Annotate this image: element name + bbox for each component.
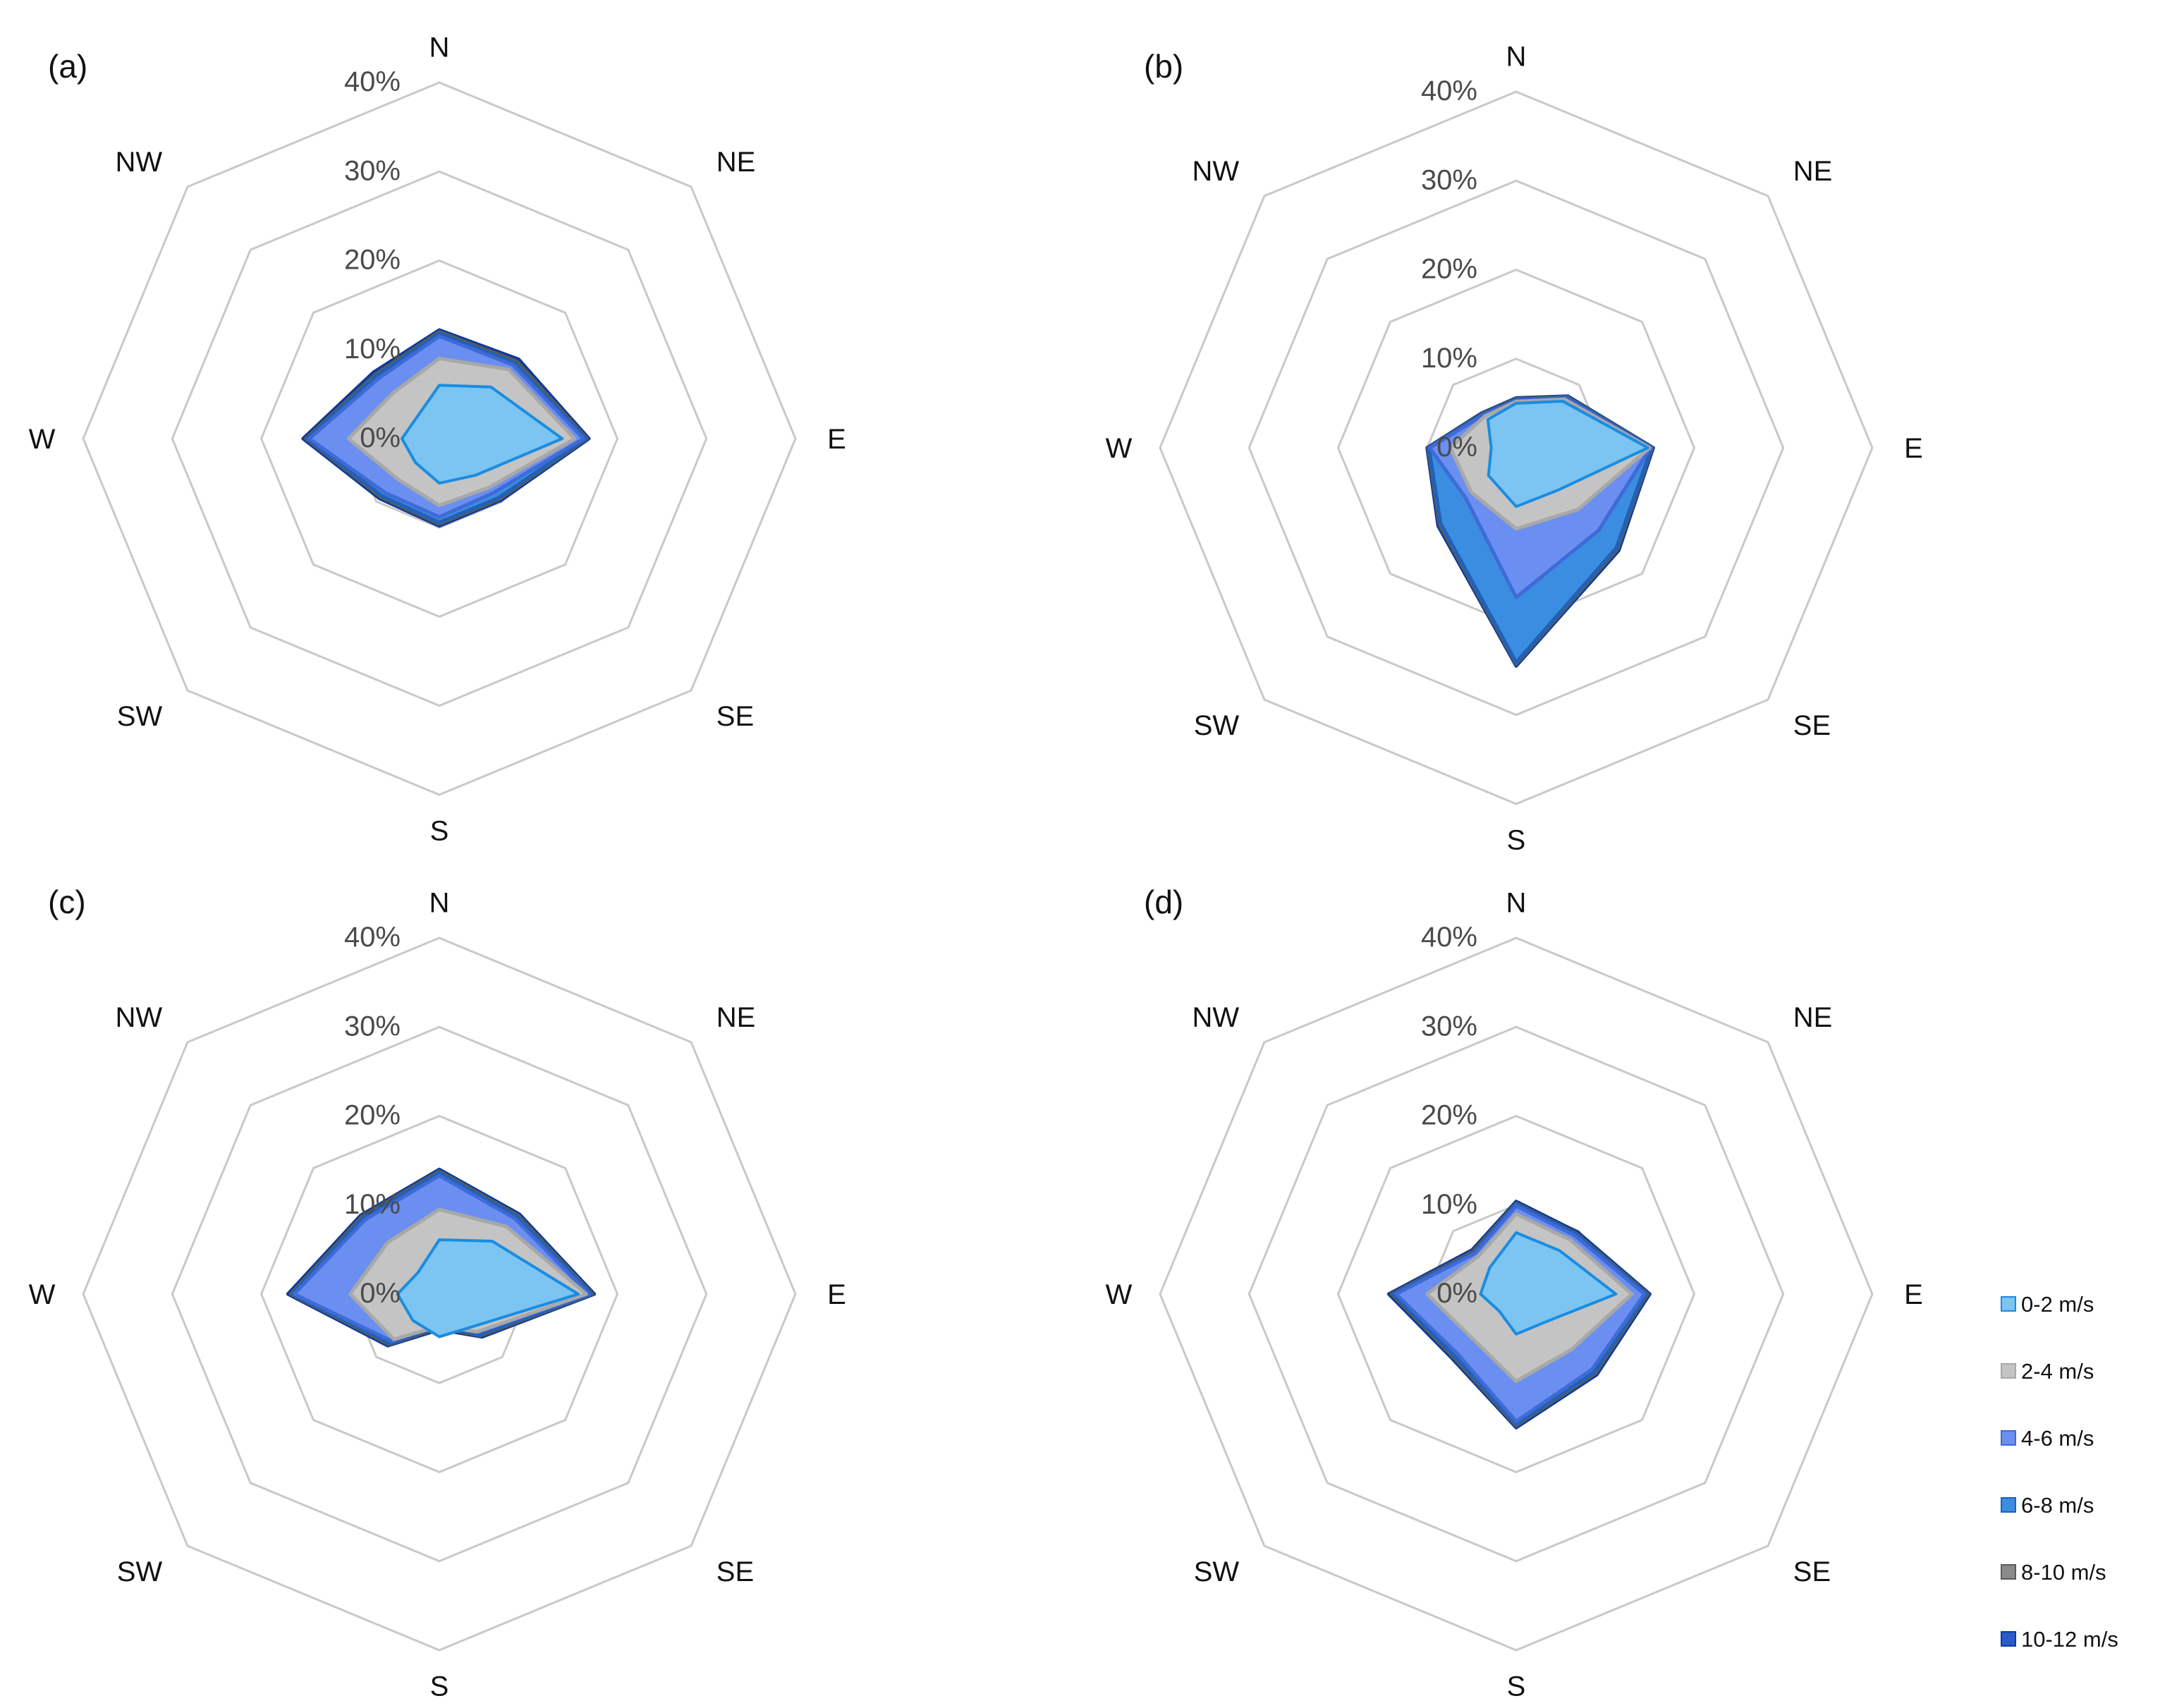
grid-ring-20pct (260, 1114, 619, 1474)
direction-label-w: W (1106, 433, 1133, 464)
direction-label-e: E (1904, 1279, 1923, 1310)
direction-label-e: E (1904, 433, 1923, 464)
panel-label-d: (d) (1144, 884, 1183, 920)
direction-label-nw: NW (1192, 156, 1240, 187)
direction-label-ne: NE (716, 1002, 756, 1033)
panel-label-b: (b) (1144, 48, 1183, 85)
tick-label-10pct: 10% (1421, 343, 1477, 374)
series-0-2-m-s (1486, 399, 1649, 508)
direction-label-w: W (29, 424, 56, 455)
tick-label-20pct: 20% (344, 1100, 401, 1131)
series-0-2-m-s (400, 384, 564, 485)
direction-label-ne: NE (716, 147, 756, 178)
direction-label-e: E (827, 1279, 846, 1310)
legend-swatch (2001, 1363, 2016, 1379)
direction-label-sw: SW (117, 1556, 163, 1587)
direction-label-ne: NE (1793, 156, 1833, 187)
legend: 0-2 m/s 2-4 m/s 4-6 m/s 6-8 m/s 8-10 m/s 10-1… (2001, 1292, 2118, 1652)
series-0-2-m-s (1479, 1231, 1618, 1336)
legend-swatch (2001, 1631, 2016, 1647)
tick-label-40pct: 40% (1421, 75, 1477, 106)
tick-label-30pct: 30% (1421, 164, 1477, 195)
grid-ring-40pct (82, 937, 797, 1652)
grid-ring-40pct (1159, 937, 1874, 1652)
direction-label-sw: SW (1194, 710, 1240, 741)
direction-label-nw: NW (116, 147, 163, 178)
direction-label-s: S (430, 1671, 449, 1702)
grid-ring-20pct (1336, 1114, 1696, 1474)
legend-label: 8-10 m/s (2021, 1560, 2106, 1585)
legend-swatch (2001, 1564, 2016, 1580)
grid-ring-30pct (1247, 179, 1785, 716)
legend-item-2-4-m-s: 2-4 m/s (2001, 1359, 2094, 1384)
radar-panel-d: 0% 10% 20% 30% 40% N NE E SE S SW W NW (d) (1106, 884, 1923, 1702)
direction-label-n: N (1506, 42, 1527, 73)
tick-label-0pct: 0% (360, 1278, 401, 1309)
grid-ring-40pct (82, 81, 797, 796)
radar-panel-c: 0% 10% 20% 30% 40% N NE E SE S SW W NW (c) (29, 884, 846, 1702)
tick-label-20pct: 20% (1421, 1100, 1477, 1131)
grid-ring-20pct (260, 259, 619, 618)
direction-label-sw: SW (1194, 1556, 1240, 1587)
tick-label-10pct: 10% (344, 334, 401, 365)
grid-ring-30pct (1247, 1025, 1785, 1563)
tick-label-30pct: 30% (344, 155, 401, 186)
direction-label-se: SE (1793, 1556, 1831, 1587)
legend-item-8-10-m-s: 8-10 m/s (2001, 1560, 2106, 1585)
direction-label-s: S (1507, 825, 1526, 856)
series-0-2-m-s (396, 1238, 580, 1338)
tick-label-30pct: 30% (344, 1011, 401, 1042)
legend-label: 6-8 m/s (2021, 1493, 2094, 1518)
legend-label: 4-6 m/s (2021, 1426, 2094, 1451)
legend-item-6-8-m-s: 6-8 m/s (2001, 1493, 2094, 1518)
direction-label-se: SE (716, 701, 754, 732)
direction-label-se: SE (1793, 710, 1831, 741)
radar-panel-a: 0% 10% 20% 30% 40% N NE E SE S SW W NW (a) (29, 32, 846, 847)
legend-item-10-12-m-s: 10-12 m/s (2001, 1627, 2118, 1652)
legend-label: 10-12 m/s (2021, 1627, 2118, 1652)
direction-label-nw: NW (1192, 1002, 1240, 1033)
grid-ring-30pct (171, 1025, 708, 1563)
tick-label-40pct: 40% (344, 922, 401, 953)
direction-label-w: W (29, 1279, 56, 1310)
radar-panel-b: 0% 10% 20% 30% 40% N NE E SE S SW W NW (b) (1106, 42, 1923, 856)
tick-label-30pct: 30% (1421, 1011, 1477, 1042)
legend-label: 0-2 m/s (2021, 1292, 2094, 1317)
direction-label-ne: NE (1793, 1002, 1833, 1033)
direction-label-n: N (429, 888, 450, 919)
panel-label-c: (c) (48, 884, 86, 920)
direction-label-sw: SW (117, 701, 163, 732)
tick-label-20pct: 20% (1421, 254, 1477, 285)
panel-label-a: (a) (48, 48, 87, 85)
direction-label-s: S (1507, 1671, 1526, 1702)
direction-label-n: N (429, 32, 450, 63)
radar-panels: 0%10%20%30%40%NNEESESSWWNW(a)0%10%20%30%… (29, 32, 1923, 1702)
tick-label-40pct: 40% (1421, 922, 1477, 953)
tick-label-0pct: 0% (1436, 1278, 1477, 1309)
tick-label-10pct: 10% (344, 1189, 401, 1220)
tick-label-0pct: 0% (360, 422, 401, 453)
tick-label-20pct: 20% (344, 245, 401, 276)
direction-label-nw: NW (116, 1002, 163, 1033)
legend-swatch (2001, 1296, 2016, 1312)
legend-label: 2-4 m/s (2021, 1359, 2094, 1384)
direction-label-e: E (827, 424, 846, 455)
legend-swatch (2001, 1430, 2016, 1446)
grid-ring-30pct (171, 170, 708, 707)
tick-label-40pct: 40% (344, 66, 401, 97)
direction-label-w: W (1106, 1279, 1133, 1310)
direction-label-n: N (1506, 888, 1527, 919)
legend-item-0-2-m-s: 0-2 m/s (2001, 1292, 2094, 1317)
direction-label-se: SE (716, 1556, 754, 1587)
legend-item-4-6-m-s: 4-6 m/s (2001, 1426, 2094, 1451)
grid-ring-40pct (1159, 90, 1874, 805)
legend-swatch (2001, 1497, 2016, 1513)
tick-label-10pct: 10% (1421, 1189, 1477, 1220)
tick-label-0pct: 0% (1436, 432, 1477, 463)
direction-label-s: S (430, 816, 449, 847)
